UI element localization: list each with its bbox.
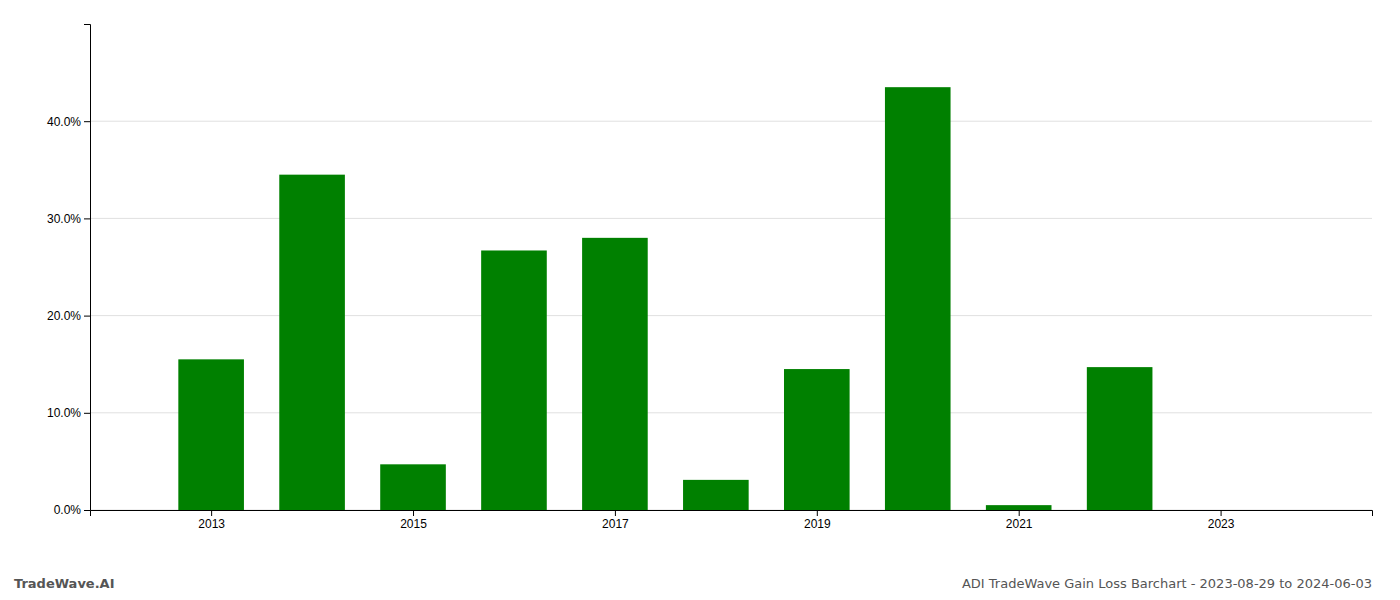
tick-mark [84, 121, 90, 122]
bar [986, 505, 1052, 510]
tick-mark [84, 413, 90, 414]
bar [582, 238, 648, 510]
tick: 2013 [198, 510, 225, 531]
bar [1188, 510, 1254, 511]
bar [279, 175, 345, 510]
y-axis: 0.0% 10.0% 20.0% 30.0% 40.0% [47, 25, 91, 518]
plot: 0.0% 10.0% 20.0% 30.0% 40.0% 2013 2015 2017 2019… [47, 25, 1373, 531]
axis-line [84, 25, 91, 511]
tick-label: 2013 [198, 517, 225, 531]
tick-label: 20.0% [47, 309, 81, 323]
tick: 2021 [1006, 510, 1033, 531]
tick-mark [615, 510, 616, 516]
tick-mark [817, 510, 818, 516]
bar [178, 359, 244, 510]
tick-label: 2017 [602, 517, 629, 531]
tick: 10.0% [47, 406, 90, 420]
tick: 20.0% [47, 309, 90, 323]
tick-label: 0.0% [54, 503, 82, 517]
grid [90, 121, 1372, 510]
tick: 0.0% [54, 503, 90, 517]
grid-line [90, 121, 1372, 122]
tick-mark [84, 510, 90, 511]
tick: 40.0% [47, 115, 90, 129]
bar [885, 87, 951, 510]
tick: 30.0% [47, 212, 90, 226]
tick: 2015 [400, 510, 427, 531]
tick-label: 2021 [1006, 517, 1033, 531]
tick-label: 40.0% [47, 115, 81, 129]
tick-label: 2015 [400, 517, 427, 531]
bar [481, 250, 547, 510]
tick-label: 2019 [804, 517, 831, 531]
annotation: TradeWave.AI [14, 576, 115, 591]
axis-line [91, 511, 1373, 517]
tick-mark [211, 510, 212, 516]
bar [683, 480, 749, 510]
bar [1087, 367, 1153, 510]
tick-mark [413, 510, 414, 516]
tick-label: 2023 [1208, 517, 1235, 531]
tick-mark [84, 218, 90, 219]
bar [380, 464, 446, 510]
tick-mark [1221, 510, 1222, 516]
tick: 2019 [804, 510, 831, 531]
x-axis: 2013 2015 2017 2019 2021 2023 [91, 510, 1373, 531]
tick-label: 10.0% [47, 406, 81, 420]
tick-mark [84, 316, 90, 317]
title: ADI TradeWave Gain Loss Barchart - 2023-… [962, 576, 1372, 591]
tick: 2017 [602, 510, 629, 531]
tick-mark [1019, 510, 1020, 516]
tick-label: 30.0% [47, 212, 81, 226]
tick: 2023 [1208, 510, 1235, 531]
bars [178, 87, 1152, 510]
chart: 0.0% 10.0% 20.0% 30.0% 40.0% 2013 2015 2017 2019… [0, 0, 1400, 600]
bar [784, 369, 850, 510]
